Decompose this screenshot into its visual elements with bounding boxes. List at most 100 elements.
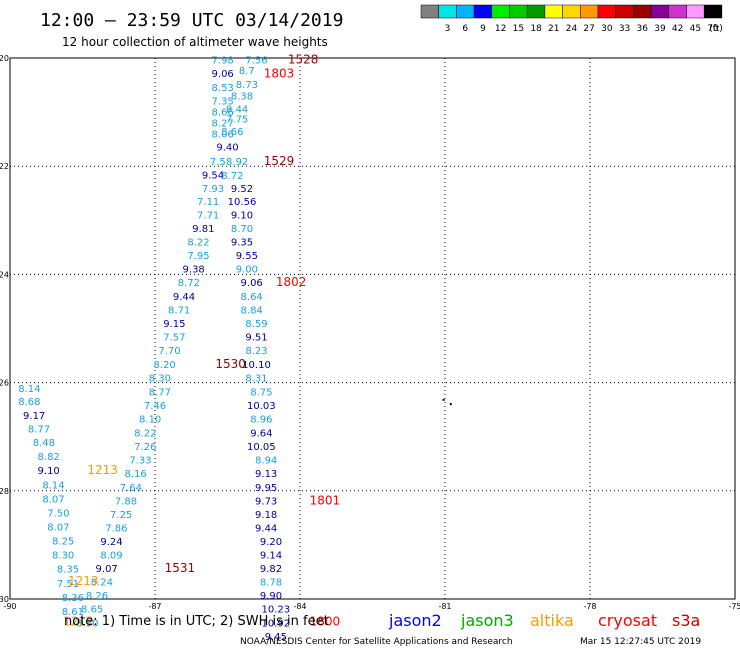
colorbar-label: 15 (513, 24, 524, 34)
swh-value-label: 8.31 (245, 374, 267, 385)
swh-value-label: 10.56 (228, 197, 257, 208)
colorbar-label: 9 (480, 24, 486, 34)
swh-value-label: 8.16 (125, 469, 147, 480)
swh-value-label: 8.72 (221, 171, 243, 182)
y-tick-label: -24 (0, 270, 9, 279)
plot-area: -90 -87 -84 -81 -78 -75 -20 -22 -24 -26 -28 -30 7.… (0, 53, 740, 643)
plot-frame (9, 57, 736, 600)
satellite-legend: jason2 jason3 altika cryosat s3a (388, 611, 700, 630)
swh-value-label: 9.10 (38, 466, 60, 477)
swh-value-label: 9.64 (250, 428, 272, 439)
swh-value-label: 9.81 (192, 224, 214, 235)
swh-value-label: 9.06 (241, 278, 263, 289)
swh-value-label: 8.68 (18, 397, 40, 408)
colorbar-swatch (491, 4, 510, 19)
swh-value-label: 10.92 (262, 618, 291, 629)
swh-value-label: 9.44 (173, 292, 195, 303)
speck-marker (442, 398, 445, 401)
x-tick-label: -90 (3, 602, 16, 611)
y-tick-label: -20 (0, 54, 9, 63)
swh-value-label: 8.70 (231, 224, 253, 235)
swh-value-label: 9.44 (255, 524, 277, 535)
colorbar-label: 12 (495, 24, 506, 34)
swh-value-label: 7.57 (163, 333, 185, 344)
swh-value-label: 7.50 (47, 508, 69, 519)
colorbar-swatch (562, 4, 581, 19)
pass-time-label: 1212 (63, 615, 94, 629)
swh-value-label: 9.40 (216, 143, 238, 154)
chart-subtitle: 12 hour collection of altimeter wave hei… (62, 35, 328, 49)
swh-value-label: 8.10 (139, 414, 161, 425)
y-tick-label: -22 (0, 162, 9, 171)
speck-marker (449, 403, 452, 406)
swh-value-label: 10.23 (262, 605, 291, 616)
colorbar-unit: (ft) (709, 24, 723, 34)
swh-value-label: 9.45 (265, 632, 287, 643)
swh-value-label: 9.82 (260, 564, 282, 575)
swh-value-label: 9.95 (255, 483, 277, 494)
swh-value-label: 8.66 (212, 108, 234, 119)
y-tick-label: -30 (0, 595, 9, 604)
swh-value-label: 8.71 (168, 306, 190, 317)
x-tick-label: -87 (148, 602, 161, 611)
colorbar-label: 33 (619, 24, 630, 34)
swh-value-label: 7.75 (226, 115, 248, 126)
colorbar-label: 30 (601, 24, 613, 34)
swh-value-label: 8.35 (57, 565, 79, 576)
swh-value-label: 9.24 (100, 537, 122, 548)
swh-value-label: 8.22 (187, 237, 209, 248)
swh-value-label: 8.77 (28, 425, 50, 436)
swh-value-label: 8.82 (38, 452, 60, 463)
swh-value-label: 7.93 (202, 184, 224, 195)
colorbar-label: 39 (654, 24, 666, 34)
swh-value-label: 7.98 (212, 56, 234, 67)
colorbar-label: 36 (637, 24, 649, 34)
swh-value-label: 7.88 (115, 497, 137, 508)
swh-value-label: 8.44 (226, 104, 248, 115)
legend-jason3: jason3 (460, 611, 514, 630)
swh-value-label: 8.30 (52, 551, 74, 562)
swh-value-label: 9.13 (255, 469, 277, 480)
x-tick-label: -75 (728, 602, 740, 611)
swh-value-label: 7.64 (120, 483, 142, 494)
colorbar-swatch (438, 4, 457, 19)
swh-value-label: 9.20 (260, 537, 282, 548)
swh-value-label: 7.26 (134, 442, 156, 453)
pass-time-label: 1213 (87, 463, 118, 477)
colorbar-swatch (473, 4, 493, 19)
swh-value-label: 7.56 (245, 56, 267, 67)
swh-value-label: 8.30 (76, 618, 98, 629)
swh-value-label: 8.73 (236, 80, 258, 91)
swh-value-label: 8.72 (178, 278, 200, 289)
colorbar-label: 18 (530, 24, 542, 34)
swh-value-label: 8.14 (18, 384, 40, 395)
gridlines (10, 58, 735, 599)
swh-value-label: 7.5 (210, 157, 226, 168)
swh-value-label: 9.06 (212, 69, 234, 80)
swh-value-label: 8.30 (149, 374, 171, 385)
swh-value-label: 9.51 (245, 333, 267, 344)
swh-value-label: 7.35 (212, 97, 234, 108)
wave-height-points: 7.98 7.569.06 8.78.53 8.737.358.388.668.448… (18, 56, 290, 643)
swh-value-label: 9.52 (231, 184, 253, 195)
swh-value-label: 8.14 (42, 480, 64, 491)
y-tick-label: -28 (0, 487, 9, 496)
pass-time-label: 1528 (288, 53, 319, 67)
swh-value-label: 7.71 (197, 210, 219, 221)
pass-time-label: 1529 (264, 154, 295, 168)
swh-value-label: 8.66 (221, 127, 243, 138)
y-tick-label: -26 (0, 379, 9, 388)
swh-value-label: 8.38 (231, 91, 253, 102)
swh-value-label: 8.20 (154, 360, 176, 371)
x-tick-label: -81 (438, 602, 451, 611)
x-axis-ticks: -90 -87 -84 -81 -78 -75 (3, 602, 740, 611)
swh-value-label: 8.61 (62, 607, 84, 618)
swh-value-label: 8.27 (212, 118, 234, 129)
colorbar-swatch (650, 4, 670, 19)
swh-value-label: 8.7 (239, 66, 255, 77)
swh-value-label: 9.10 (231, 210, 253, 221)
colorbar-label: 27 (583, 24, 594, 34)
colorbar-swatch (597, 4, 616, 19)
swh-value-label: 9.35 (231, 237, 253, 248)
